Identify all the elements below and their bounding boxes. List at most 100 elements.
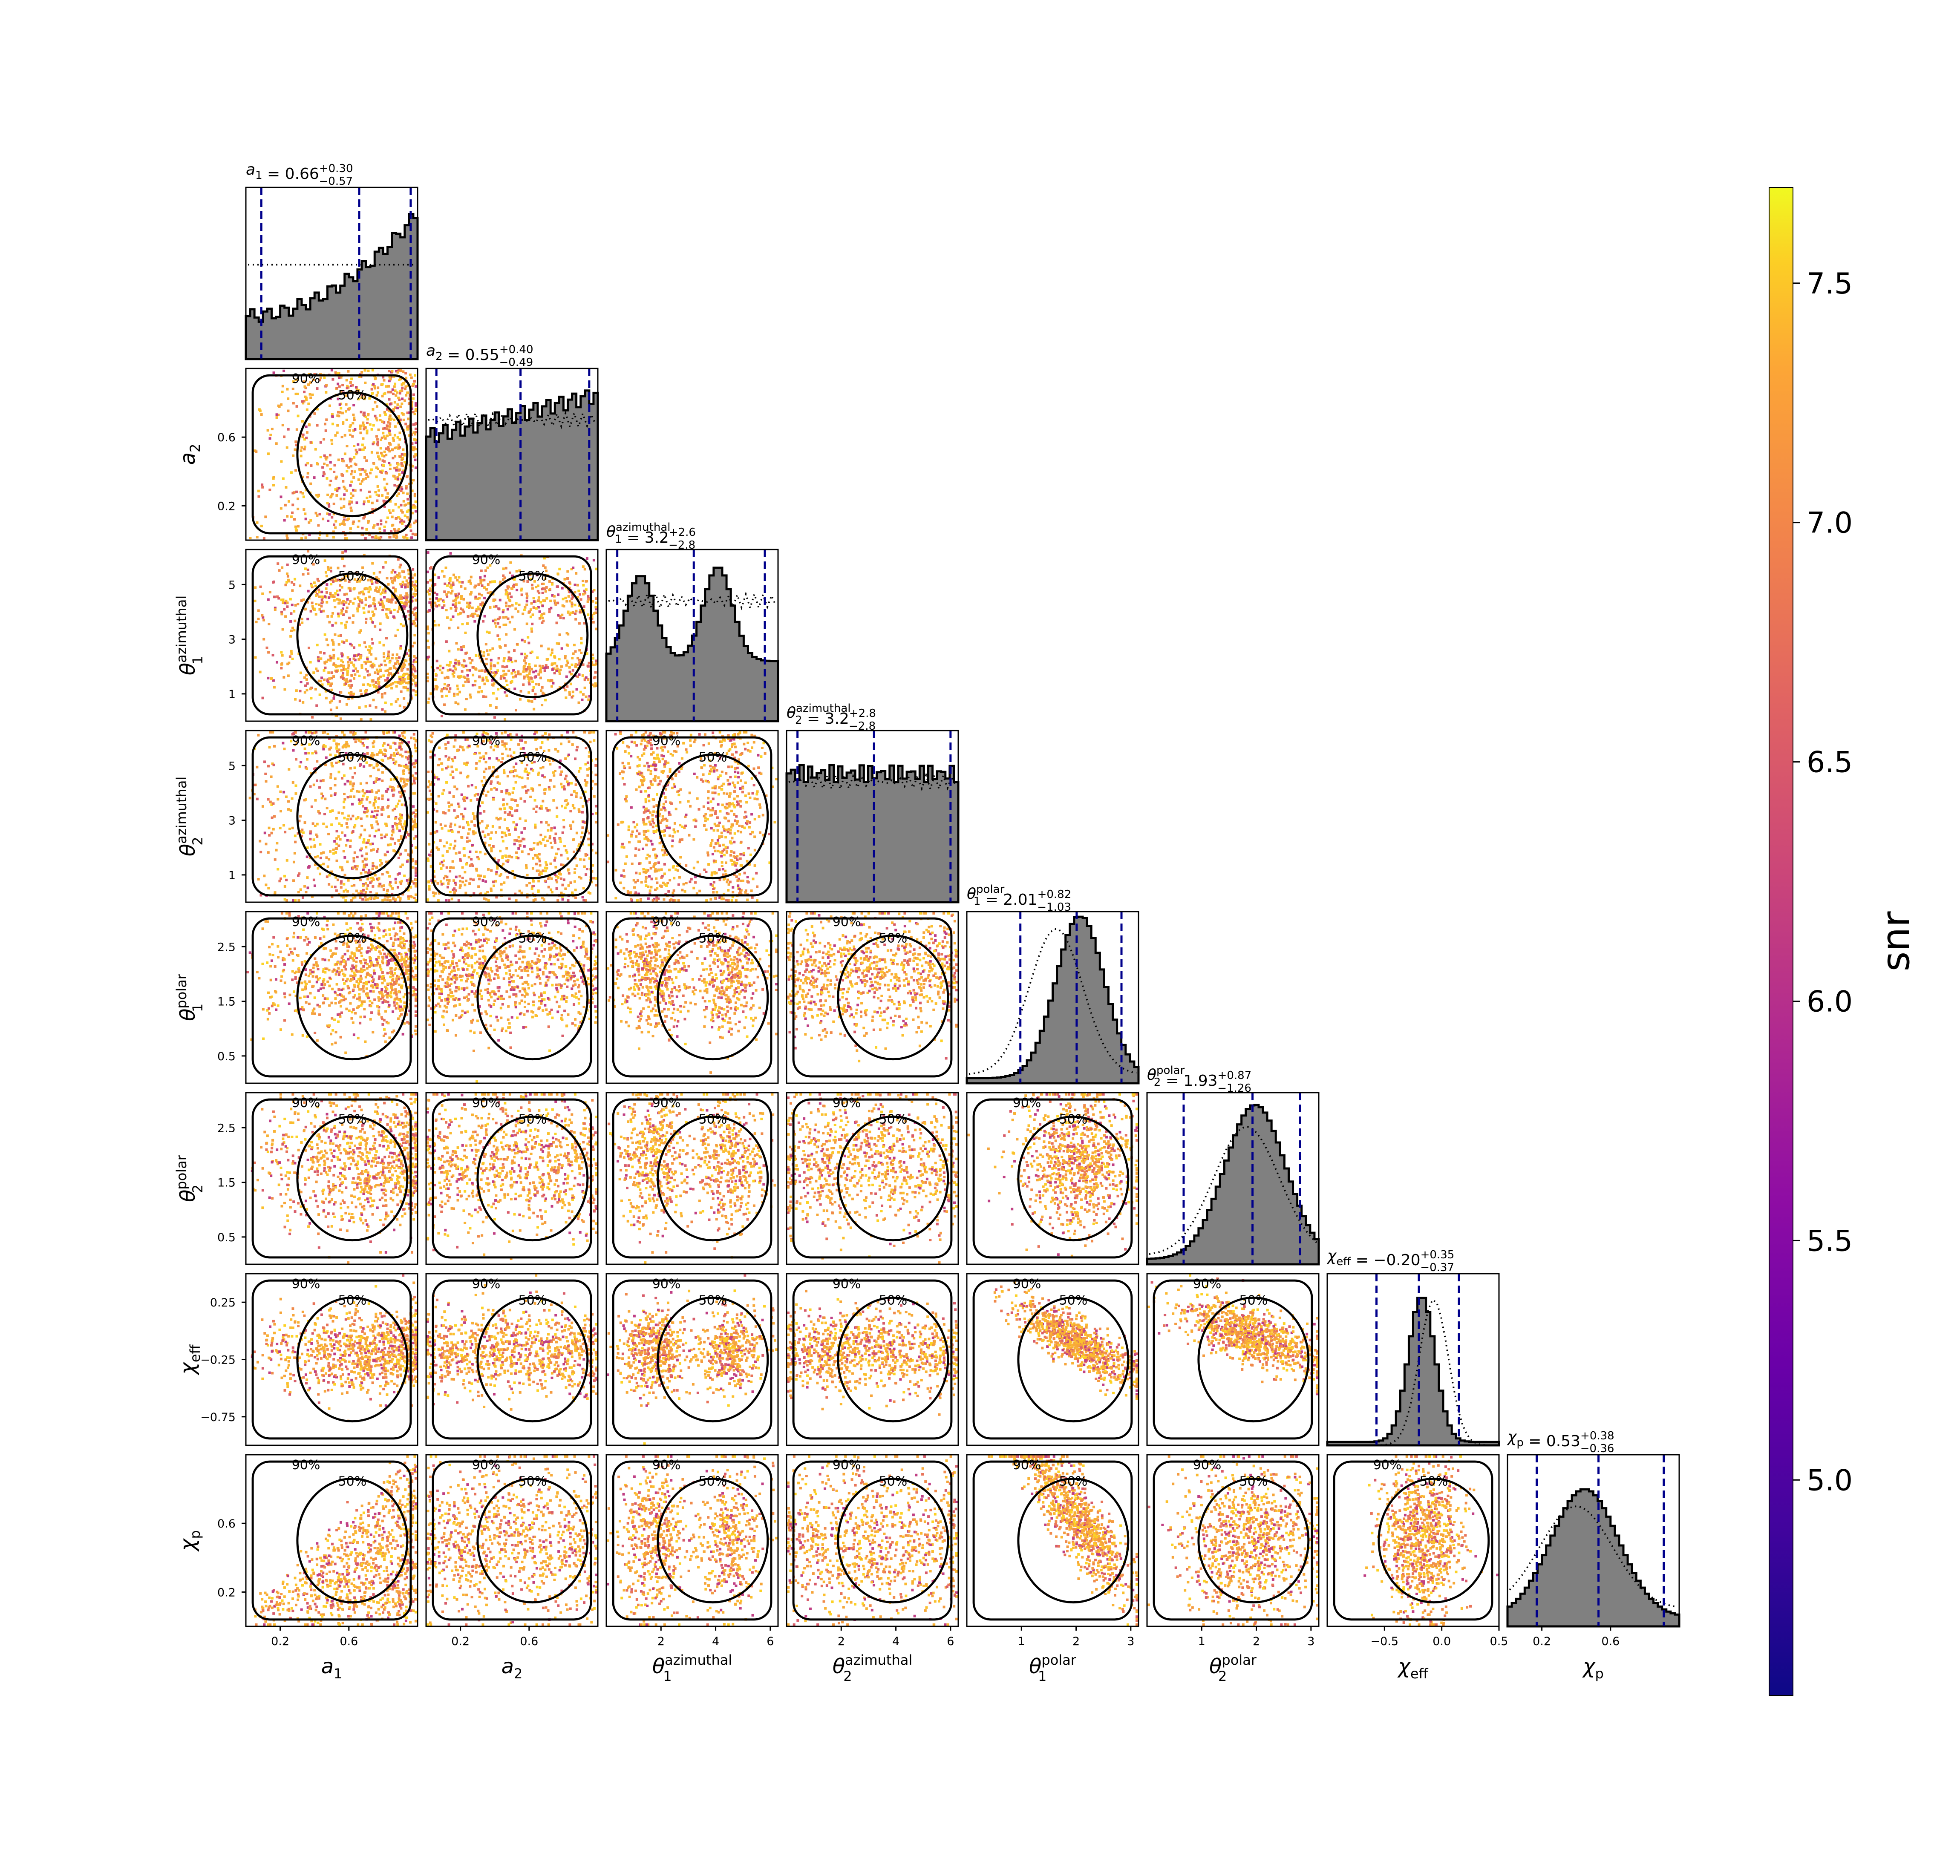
scatter-point — [394, 447, 396, 449]
scatter-point — [280, 460, 282, 463]
scatter-point — [336, 432, 339, 434]
scatter-point — [284, 504, 287, 506]
scatter-point — [319, 513, 321, 515]
scatter-point — [280, 495, 282, 498]
scatter-point — [386, 516, 389, 519]
scatter-point — [294, 449, 296, 451]
scatter-point — [276, 413, 278, 416]
scatter-point — [401, 471, 404, 474]
scatter-point — [343, 493, 346, 496]
scatter-point — [328, 505, 330, 508]
scatter-point — [349, 407, 351, 410]
scatter-point — [398, 506, 400, 509]
scatter-point — [286, 446, 288, 449]
scatter-point — [341, 412, 344, 414]
scatter-point — [364, 382, 366, 384]
scatter-point — [362, 437, 364, 440]
scatter-point — [360, 489, 362, 492]
scatter-point — [325, 697, 328, 699]
scatter-point — [349, 424, 352, 426]
scatter-point — [359, 469, 361, 471]
scatter-point — [276, 416, 278, 419]
scatter-point — [340, 507, 343, 509]
scatter-point — [369, 586, 371, 588]
scatter-point — [321, 466, 324, 469]
scatter-point — [383, 379, 385, 382]
scatter-point — [389, 443, 392, 446]
scatter-point — [367, 475, 369, 478]
scatter-point — [398, 446, 401, 449]
scatter-point — [412, 383, 415, 386]
scatter-point — [344, 624, 347, 626]
scatter-point — [412, 397, 415, 400]
scatter-point — [286, 388, 288, 391]
scatter-point — [350, 506, 352, 509]
scatter-point — [255, 450, 257, 453]
scatter-point — [352, 384, 354, 387]
scatter-point — [398, 469, 400, 472]
scatter-point — [359, 689, 362, 692]
scatter-point — [290, 515, 293, 518]
scatter-point — [337, 383, 339, 385]
scatter-point — [412, 645, 414, 647]
scatter-point — [389, 403, 392, 406]
scatter-point — [380, 452, 383, 455]
scatter-point — [342, 520, 345, 523]
scatter-point — [282, 370, 285, 372]
scatter-point — [376, 452, 379, 454]
scatter-point — [309, 441, 312, 444]
scatter-point — [272, 484, 275, 486]
scatter-point — [385, 608, 388, 610]
scatter-point — [286, 537, 289, 540]
scatter-point — [369, 423, 372, 426]
scatter-point — [309, 397, 312, 399]
scatter-point — [311, 394, 314, 396]
scatter-points — [249, 369, 417, 540]
scatter-point — [404, 536, 406, 538]
scatter-point — [346, 445, 349, 447]
scatter-point — [329, 461, 332, 463]
scatter-point — [306, 476, 309, 478]
scatter-point — [392, 475, 395, 477]
scatter-point — [371, 508, 374, 510]
scatter-point — [395, 537, 398, 539]
scatter-point — [346, 379, 348, 381]
scatter-point — [355, 449, 357, 452]
scatter-point — [406, 582, 409, 585]
scatter-point — [326, 494, 329, 496]
scatter-point — [364, 470, 366, 473]
scatter-point — [325, 384, 328, 387]
scatter-point — [397, 463, 400, 466]
scatter-point — [294, 440, 297, 443]
scatter-point — [313, 412, 316, 415]
scatter-point — [399, 518, 401, 520]
scatter-point — [375, 435, 378, 437]
scatter-point — [402, 413, 405, 416]
scatter-point — [352, 521, 355, 523]
scatter-point — [404, 423, 407, 425]
scatter-point — [261, 483, 263, 486]
scatter-point — [406, 516, 409, 518]
scatter-point — [362, 683, 365, 686]
scatter-point — [331, 415, 334, 418]
panel-a1-a2: 50%90%0.20.6a2 — [176, 368, 418, 540]
scatter-point — [383, 596, 386, 598]
scatter-point — [372, 443, 375, 445]
scatter-point — [342, 666, 345, 668]
scatter-point — [392, 524, 394, 527]
scatter-point — [394, 401, 396, 403]
corner-plot-svg: a1 = 0.66+0.30−0.5750%90%0.20.6a2a2 = 0.… — [0, 0, 1960, 1874]
scatter-point — [380, 519, 382, 522]
scatter-point — [391, 370, 393, 372]
scatter-point — [331, 378, 334, 381]
scatter-point — [404, 372, 407, 374]
scatter-point — [340, 498, 342, 500]
scatter-point — [344, 452, 346, 455]
scatter-point — [297, 508, 299, 510]
scatter-point — [372, 369, 374, 371]
scatter-point — [347, 466, 350, 469]
scatter-point — [389, 536, 392, 538]
scatter-point — [277, 405, 280, 407]
scatter-point — [300, 446, 303, 449]
scatter-point — [381, 383, 384, 386]
